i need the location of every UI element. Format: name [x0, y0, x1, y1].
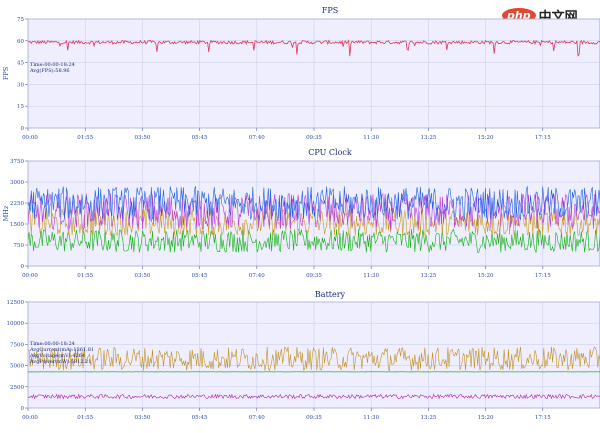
series-line-3 [28, 393, 600, 400]
x-tick-label: 13:25 [420, 415, 436, 421]
x-tick-label: 07:40 [249, 415, 265, 421]
y-tick-label: 15 [17, 104, 24, 110]
x-tick-label: 07:40 [249, 273, 265, 279]
x-tick-label: 03:50 [134, 415, 150, 421]
y-tick-label: 30 [17, 82, 24, 88]
y-tick-label: 45 [17, 61, 24, 67]
y-tick-label: 10000 [7, 321, 25, 327]
x-tick-label: 00:00 [22, 273, 38, 279]
y-tick-label: 3000 [10, 180, 24, 186]
series-line-4 [28, 186, 600, 221]
x-tick-label: 05:45 [192, 273, 208, 279]
x-tick-label: 07:40 [249, 135, 265, 141]
chart-panel-2: CPU Clock MHz 0 750 1500 2250 3000 3750 00:00 01:… [2, 148, 600, 279]
chart-title: CPU Clock [308, 148, 352, 157]
x-tick-label: 01:55 [77, 135, 93, 141]
x-tick-label: 11:30 [363, 273, 379, 279]
x-tick-label: 11:30 [363, 415, 379, 421]
x-tick-label: 09:35 [306, 415, 322, 421]
y-tick-label: 750 [14, 243, 25, 249]
x-tick-label: 15:20 [478, 415, 494, 421]
x-tick-label: 05:45 [192, 135, 208, 141]
chart-title: FPS [322, 6, 338, 15]
series-line-3 [28, 193, 600, 231]
series-line-1 [28, 228, 600, 253]
y-tick-label: 2250 [10, 201, 24, 207]
series-line-1 [28, 39, 600, 57]
y-axis-label: FPS [2, 67, 10, 80]
x-tick-label: 05:45 [192, 415, 208, 421]
y-axis-label: MHz [2, 205, 10, 221]
x-tick-label: 00:00 [22, 415, 38, 421]
x-tick-label: 15:20 [478, 135, 494, 141]
series-line-2 [28, 346, 600, 372]
chart-panel-3: Battery 0 2500 5000 7500 10000 12500 00:00 01:55… [7, 290, 600, 421]
y-tick-label: 0 [21, 126, 25, 132]
x-tick-label: 03:50 [134, 273, 150, 279]
x-tick-label: 13:25 [420, 135, 436, 141]
x-tick-label: 11:30 [363, 135, 379, 141]
x-tick-label: 13:25 [420, 273, 436, 279]
x-tick-label: 17:15 [535, 135, 551, 141]
x-tick-label: 15:20 [478, 273, 494, 279]
legend-entry: Time:00:00-18:24 [30, 341, 75, 347]
y-tick-label: 60 [17, 39, 24, 45]
x-tick-label: 03:50 [134, 135, 150, 141]
y-tick-label: 7500 [10, 342, 24, 348]
x-tick-label: 09:35 [306, 273, 322, 279]
x-tick-label: 01:55 [77, 415, 93, 421]
legend-entry: Avg(FPS):58.96 [29, 67, 70, 74]
legend-entry: AvgPower(mW):5812.21 [29, 358, 91, 365]
legend-entry: AvgVoltage(mV):4264 [29, 352, 85, 359]
x-tick-label: 00:00 [22, 135, 38, 141]
x-tick-label: 17:15 [535, 273, 551, 279]
legend-entry: Time:00:00-18:24 [30, 62, 75, 68]
chart-title: Battery [315, 290, 346, 299]
x-tick-label: 09:35 [306, 135, 322, 141]
legend-entry: AvgCurrent(mA):1361.81 [29, 346, 94, 353]
y-tick-label: 0 [21, 264, 25, 270]
y-tick-label: 2500 [10, 385, 24, 391]
y-tick-label: 12500 [7, 300, 25, 306]
y-tick-label: 5000 [10, 364, 24, 370]
y-tick-label: 0 [21, 406, 25, 412]
y-tick-label: 75 [17, 17, 24, 23]
y-tick-label: 1500 [10, 222, 24, 228]
x-tick-label: 01:55 [77, 273, 93, 279]
y-tick-label: 3750 [10, 159, 24, 165]
chart-panel-1: FPS FPS 0 15 30 45 60 75 00:00 01:55 03:50 05:45 07:… [2, 6, 600, 141]
x-tick-label: 17:15 [535, 415, 551, 421]
